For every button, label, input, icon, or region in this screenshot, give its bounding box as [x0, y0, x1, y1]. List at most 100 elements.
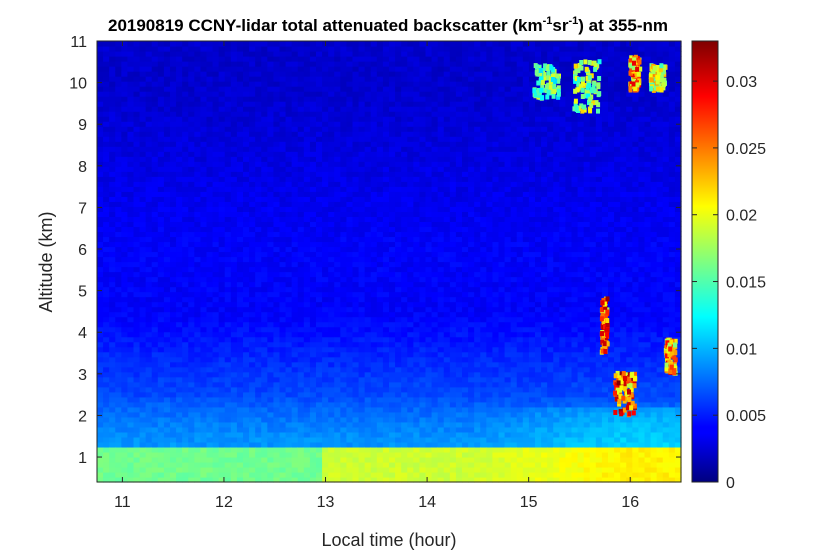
heatmap-cell [249, 61, 256, 67]
heatmap-cell [133, 291, 141, 298]
heatmap-cell [401, 431, 408, 438]
heatmap-cell [364, 206, 372, 212]
heatmap-cell [133, 366, 141, 373]
heatmap-cell [200, 121, 208, 127]
heatmap-cell [127, 96, 135, 102]
heatmap-cell [389, 266, 396, 273]
heatmap-cell [413, 216, 421, 223]
heatmap-cell [382, 296, 390, 303]
heatmap-cell [437, 471, 445, 478]
heatmap-cell [352, 391, 360, 398]
heatmap-cell [133, 306, 141, 313]
heatmap-cell [352, 46, 360, 52]
heatmap-cell [261, 51, 268, 57]
heatmap-cell [352, 421, 360, 428]
heatmap-cell [230, 416, 238, 423]
heatmap-cell [389, 341, 396, 348]
heatmap-cell [121, 121, 129, 127]
heatmap-cell [139, 356, 147, 363]
heatmap-cell [188, 76, 195, 82]
heatmap-cell [163, 126, 171, 132]
heatmap-cell [261, 381, 268, 388]
heatmap-cell [200, 61, 208, 67]
heatmap-cell [407, 41, 414, 47]
heatmap-cell [297, 221, 305, 228]
heatmap-cell [425, 191, 433, 197]
heatmap-cell [194, 121, 202, 127]
heatmap-cell [389, 206, 396, 212]
heatmap-cell [224, 326, 232, 333]
heatmap-cell [182, 276, 189, 283]
heatmap-cell [194, 276, 202, 283]
heatmap-cell [401, 421, 408, 428]
heatmap-cell [340, 206, 348, 212]
heatmap-cell [291, 316, 299, 323]
heatmap-cell [133, 251, 141, 258]
heatmap-cell [358, 351, 366, 358]
heatmap-cell [437, 421, 445, 428]
heatmap-cell [243, 151, 250, 157]
heatmap-cell [127, 86, 135, 92]
heatmap-cell [273, 331, 281, 338]
heatmap-cell [358, 291, 366, 298]
heatmap-cell [279, 401, 287, 408]
heatmap-cell [243, 236, 250, 243]
heatmap-cell [273, 151, 281, 157]
heatmap-cell [267, 476, 275, 483]
heatmap-cell [389, 416, 396, 423]
heatmap-cell [218, 406, 226, 413]
heatmap-cell [389, 156, 396, 162]
heatmap-cell [316, 296, 323, 303]
heatmap-cell [218, 411, 226, 418]
heatmap-cell [97, 281, 104, 288]
heatmap-cell [188, 66, 195, 72]
heatmap-cell [224, 246, 232, 253]
heatmap-cell [285, 256, 293, 263]
heatmap-cell [431, 446, 439, 453]
heatmap-cell [279, 276, 287, 283]
heatmap-cell [170, 141, 177, 147]
heatmap-cell [97, 56, 104, 62]
heatmap-cell [382, 396, 390, 403]
heatmap-cell [194, 416, 202, 423]
heatmap-cell [121, 56, 129, 62]
heatmap-cell [127, 291, 135, 298]
heatmap-cell [401, 411, 408, 418]
heatmap-cell [255, 391, 262, 398]
heatmap-cell [352, 181, 360, 187]
heatmap-cell [103, 251, 110, 258]
heatmap-cell [303, 156, 311, 162]
heatmap-cell [170, 366, 177, 373]
heatmap-cell [151, 101, 159, 107]
heatmap-cell [151, 436, 159, 443]
heatmap-cell [200, 176, 208, 182]
heatmap-cell [328, 366, 335, 373]
heatmap-cell [182, 96, 189, 102]
heatmap-cell [218, 141, 226, 147]
heatmap-cell [279, 446, 287, 453]
heatmap-cell [206, 221, 214, 228]
heatmap-cell [230, 356, 238, 363]
heatmap-cell [401, 276, 408, 283]
heatmap-cell [176, 336, 183, 343]
heatmap-cell [127, 196, 135, 202]
heatmap-cell [194, 221, 202, 228]
heatmap-cell [267, 141, 275, 147]
heatmap-cell [395, 406, 402, 413]
heatmap-cell [218, 86, 226, 92]
heatmap-cell [243, 376, 250, 383]
heatmap-cell [395, 141, 402, 147]
heatmap-cell [176, 306, 183, 313]
heatmap-cell [346, 471, 354, 478]
heatmap-cell [206, 111, 214, 117]
heatmap-cell [279, 251, 287, 258]
heatmap-cell [340, 261, 348, 268]
heatmap-cell [267, 216, 275, 223]
heatmap-cell [218, 216, 226, 223]
heatmap-cell [151, 266, 159, 273]
heatmap-cell [109, 426, 116, 433]
heatmap-cell [145, 126, 153, 132]
heatmap-cell [194, 361, 202, 368]
heatmap-cell [273, 446, 281, 453]
heatmap-cell [419, 131, 427, 137]
